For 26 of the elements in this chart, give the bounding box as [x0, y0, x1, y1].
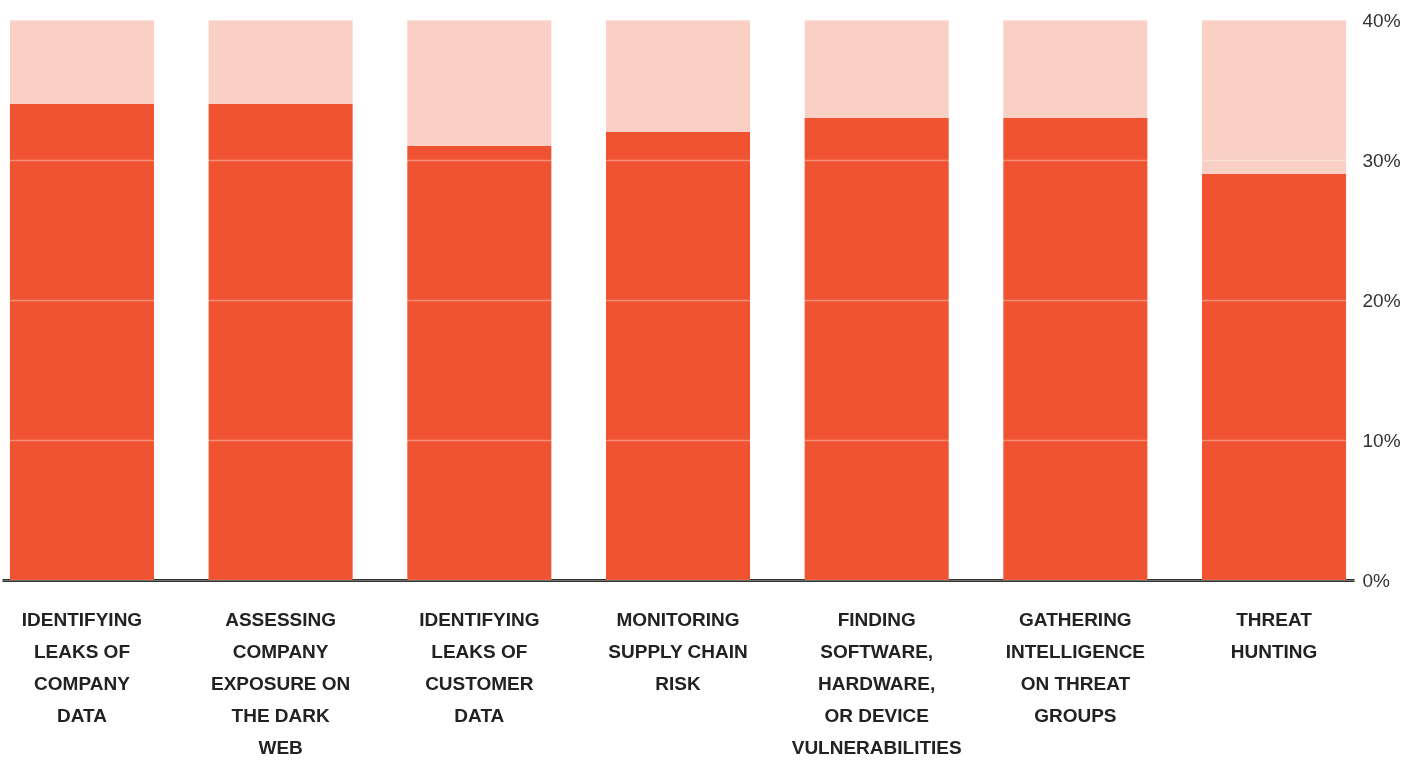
bar — [9, 104, 154, 580]
x-tick-label: ASSESSING COMPANY EXPOSURE ON THE DARK WEB — [210, 608, 351, 758]
bar — [208, 104, 353, 580]
x-tick-label: THREAT HUNTING — [1230, 608, 1318, 662]
bar — [407, 146, 552, 580]
bar — [605, 132, 751, 580]
x-tick-label: IDENTIFYING LEAKS OF COMPANY DATA — [21, 608, 143, 726]
bar — [804, 118, 949, 580]
bar — [407, 20, 552, 146]
bar — [1202, 20, 1347, 174]
x-tick-label: FINDING SOFTWARE, HARDWARE, OR DEVICE VULNERABILITIES — [791, 608, 962, 758]
y-tick-label: 10% — [1362, 429, 1401, 451]
bar — [1003, 20, 1148, 118]
bar — [1003, 118, 1148, 580]
bar — [804, 20, 949, 118]
y-tick-label: 0% — [1362, 569, 1391, 591]
y-tick-label: 20% — [1362, 289, 1401, 311]
bar — [605, 20, 751, 132]
x-tick-label: MONITORING SUPPLY CHAIN RISK — [608, 608, 748, 694]
y-tick-label: 40% — [1362, 9, 1401, 31]
bar — [9, 20, 154, 104]
x-tick-label: IDENTIFYING LEAKS OF CUSTOMER DATA — [419, 608, 540, 726]
y-tick-label: 30% — [1362, 149, 1401, 171]
x-tick-label: GATHERING INTELLIGENCE ON THREAT GROUPS — [1005, 608, 1146, 726]
bar — [208, 20, 353, 104]
bar — [1202, 174, 1347, 580]
